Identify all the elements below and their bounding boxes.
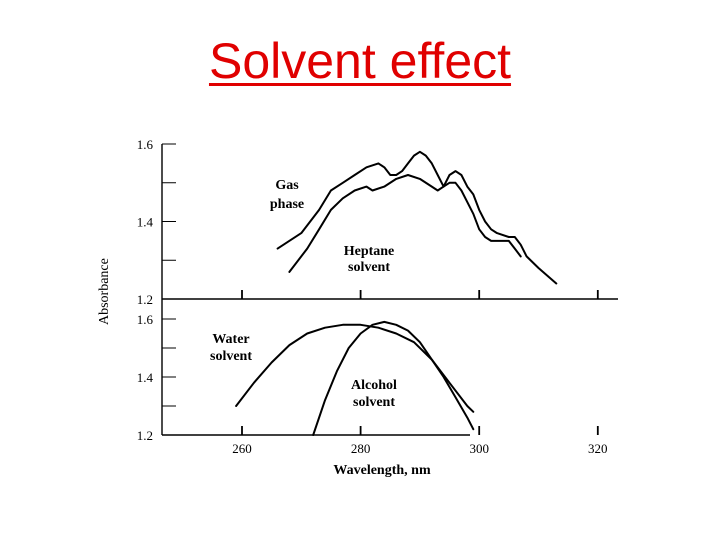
x-tick-label: 320 [588,441,608,456]
x-axis-label: Wavelength, nm [333,463,431,478]
y-tick-label: 1.2 [137,428,153,443]
water-label-line2: solvent [210,349,252,364]
series-gas-phase-line [276,150,558,285]
x-tick-label: 300 [469,441,489,456]
ticks-group: 1.6 1.4 1.2 1.6 1.4 1.2 260 280 300 320 [137,137,608,456]
gas-phase-label-line2: phase [270,197,304,212]
x-tick-label: 260 [232,441,252,456]
axes-group [161,144,618,436]
water-label-line1: Water [212,332,249,347]
y-tick-label: 1.6 [137,137,154,152]
series-water-solvent-line [235,323,475,413]
y-tick-label: 1.6 [137,312,154,327]
y-tick-label: 1.2 [137,292,153,307]
x-tick-label: 280 [351,441,371,456]
series-alcohol-solvent-line [312,320,475,436]
curves-group [235,150,558,436]
gas-phase-label-line1: Gas [275,178,299,193]
alcohol-label-line2: solvent [353,395,395,410]
y-tick-label: 1.4 [137,370,154,385]
series-heptane-solvent-line [288,174,522,273]
alcohol-label-line1: Alcohol [351,378,397,393]
heptane-label-line1: Heptane [344,244,395,259]
heptane-label-line2: solvent [348,260,390,275]
y-tick-label: 1.4 [137,215,154,230]
slide-title: Solvent effect [208,33,512,89]
y-axis-label: Absorbance [97,258,112,325]
